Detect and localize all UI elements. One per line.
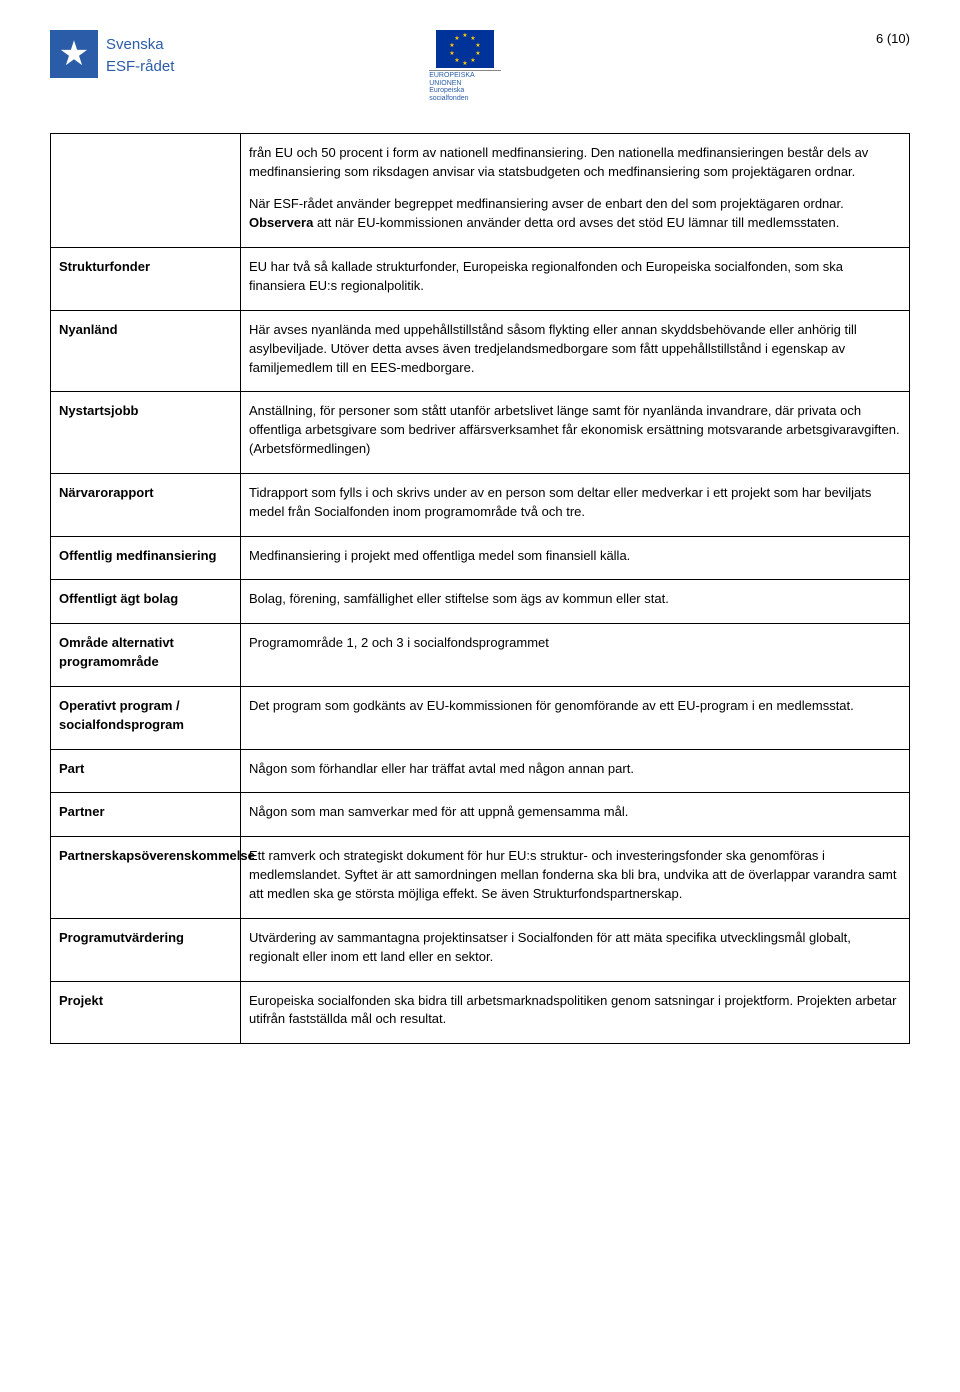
logo-line1: Svenska [106,34,174,56]
table-row: Operativt program / socialfondsprogram De… [51,686,910,749]
definition-text: Medfinansiering i projekt med offentliga… [249,547,901,566]
term-cell [51,133,241,247]
eu-caption-line2: Europeiska socialfonden [429,87,501,102]
term-cell: Projekt [51,981,241,1044]
table-row: Part Någon som förhandlar eller har träff… [51,749,910,793]
definition-cell: Medfinansiering i projekt med offentliga… [241,536,910,580]
definition-cell: Anställning, för personer som stått utan… [241,392,910,474]
definition-text: Anställning, för personer som stått utan… [249,402,901,459]
page-number: 6 (10) [876,30,910,49]
definition-cell: EU har två så kallade strukturfonder, Eu… [241,248,910,311]
definition-cell: Här avses nyanlända med uppehållstillstå… [241,310,910,392]
table-row: StrukturfonderEU har två så kallade stru… [51,248,910,311]
definition-text: Europeiska socialfonden ska bidra till a… [249,992,901,1030]
table-row: Offentligt ägt bolag Bolag, förening, sam… [51,580,910,624]
definition-text: EU har två så kallade strukturfonder, Eu… [249,258,901,296]
term-cell: Närvarorapport [51,473,241,536]
term-cell: Område alternativt programområde [51,624,241,687]
definitions-table: från EU och 50 procent i form av natione… [50,133,910,1044]
bold-text: Observera [249,215,313,230]
definition-text: Någon som förhandlar eller har träffat a… [249,760,901,779]
definition-cell: Bolag, förening, samfällighet eller stif… [241,580,910,624]
table-row: Område alternativt programområde Programo… [51,624,910,687]
term-cell: Partnerskapsöverenskommelse [51,837,241,919]
term-cell: Offentlig medfinansiering [51,536,241,580]
eu-caption: EUROPEISKA UNIONEN Europeiska socialfond… [429,70,501,103]
definition-cell: Någon som förhandlar eller har träffat a… [241,749,910,793]
definition-text: från EU och 50 procent i form av natione… [249,144,901,182]
definition-cell: Det program som godkänts av EU-kommissio… [241,686,910,749]
term-cell: Partner [51,793,241,837]
definition-text: Tidrapport som fylls i och skrivs under … [249,484,901,522]
star-icon: ★ [59,37,89,71]
esf-logo-text: Svenska ESF-rådet [106,34,174,78]
definition-text: Utvärdering av sammantagna projektinsats… [249,929,901,967]
term-cell: Part [51,749,241,793]
definition-cell: Tidrapport som fylls i och skrivs under … [241,473,910,536]
esf-logo: ★ Svenska ESF-rådet [50,30,174,78]
eu-logo: ★ ★ ★ ★ ★ ★ ★ ★ ★ ★ EUROPEISKA UNIONEN E… [429,30,501,103]
definition-text: Här avses nyanlända med uppehållstillstå… [249,321,901,378]
definition-cell: från EU och 50 procent i form av natione… [241,133,910,247]
definition-text: Bolag, förening, samfällighet eller stif… [249,590,901,609]
term-cell: Operativt program / socialfondsprogram [51,686,241,749]
definition-text: Någon som man samverkar med för att uppn… [249,803,901,822]
table-row: ProgramutvärderingUtvärdering av sammant… [51,918,910,981]
esf-star-icon: ★ [50,30,98,78]
definition-text: Ett ramverk och strategiskt dokument för… [249,847,901,904]
definition-cell: Europeiska socialfonden ska bidra till a… [241,981,910,1044]
table-row: Partner Någon som man samverkar med för a… [51,793,910,837]
page-container: ★ Svenska ESF-rådet ★ ★ ★ ★ ★ ★ ★ ★ ★ [0,0,960,1084]
table-row: NyanländHär avses nyanlända med uppehåll… [51,310,910,392]
definition-cell: Programområde 1, 2 och 3 i socialfondspr… [241,624,910,687]
definition-text: Det program som godkänts av EU-kommissio… [249,697,901,716]
table-row: från EU och 50 procent i form av natione… [51,133,910,247]
definition-text: När ESF-rådet använder begreppet medfina… [249,195,901,233]
eu-stars-icon: ★ ★ ★ ★ ★ ★ ★ ★ ★ ★ [450,34,480,64]
term-cell: Offentligt ägt bolag [51,580,241,624]
definition-cell: Ett ramverk och strategiskt dokument för… [241,837,910,919]
table-row: PartnerskapsöverenskommelseEtt ramverk o… [51,837,910,919]
term-cell: Nyanländ [51,310,241,392]
table-row: NärvarorapportTidrapport som fylls i och… [51,473,910,536]
term-cell: Strukturfonder [51,248,241,311]
logo-line2: ESF-rådet [106,56,174,78]
eu-flag-icon: ★ ★ ★ ★ ★ ★ ★ ★ ★ ★ [436,30,494,68]
table-row: NystartsjobbAnställning, för personer so… [51,392,910,474]
term-cell: Programutvärdering [51,918,241,981]
page-header: ★ Svenska ESF-rådet ★ ★ ★ ★ ★ ★ ★ ★ ★ [50,30,910,103]
term-cell: Nystartsjobb [51,392,241,474]
definition-cell: Utvärdering av sammantagna projektinsats… [241,918,910,981]
table-row: Offentlig medfinansiering Medfinansiering… [51,536,910,580]
definition-text: Programområde 1, 2 och 3 i socialfondspr… [249,634,901,653]
table-row: ProjektEuropeiska socialfonden ska bidra… [51,981,910,1044]
eu-caption-line1: EUROPEISKA UNIONEN [429,72,501,87]
definition-cell: Någon som man samverkar med för att uppn… [241,793,910,837]
